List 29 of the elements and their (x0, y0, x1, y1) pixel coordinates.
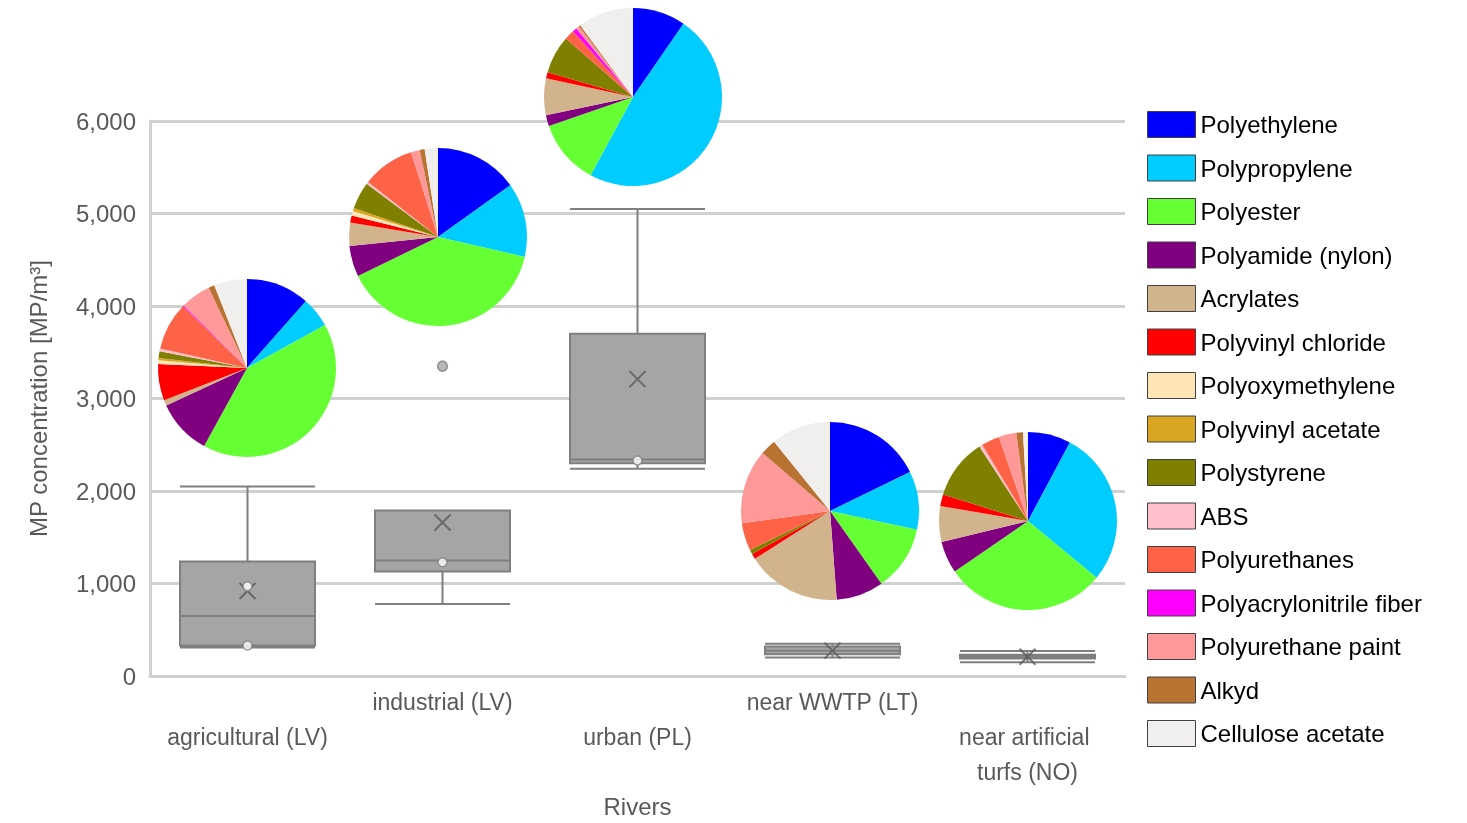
legend-label: Acrylates (1200, 285, 1300, 312)
x-axis-title: Rivers (603, 792, 672, 820)
legend-label: Polyurethane paint (1200, 633, 1401, 660)
x-tick-label: near artificial turfs (NO) (959, 723, 1096, 785)
legend-label: Polyoxymethylene (1200, 372, 1396, 399)
legend-label: Polyethylene (1200, 111, 1338, 138)
y-tick-label: 3,000 (75, 385, 136, 413)
legend-label: Polyvinyl acetate (1200, 415, 1381, 443)
x-tick-label: industrial (LV) (372, 688, 513, 715)
legend-label: Cellulose acetate (1200, 720, 1385, 747)
legend-label: Polyurethanes (1200, 546, 1354, 573)
x-tick-label: near WWTP (LT) (746, 688, 919, 715)
legend-label: Polystyrene (1200, 459, 1326, 486)
x-tick-label: agricultural (LV) (167, 723, 328, 750)
legend-label: Polypropylene (1200, 154, 1353, 182)
x-tick-label: urban (PL) (583, 723, 692, 750)
legend-label: Polyester (1200, 198, 1301, 225)
legend-label: Alkyd (1200, 676, 1260, 704)
y-tick-label: 2,000 (75, 477, 136, 505)
legend-label: Polyamide (nylon) (1200, 241, 1393, 269)
y-tick-label: 4,000 (75, 292, 136, 320)
y-tick-label: 0 (122, 662, 136, 690)
y-tick-label: 6,000 (75, 107, 136, 135)
legend-label: Polyvinyl chloride (1200, 328, 1386, 356)
y-tick-label: 1,000 (75, 570, 136, 598)
legend-label: ABS (1200, 502, 1249, 530)
y-axis-title: MP concentration [MP/m³] (24, 260, 52, 538)
y-tick-label: 5,000 (75, 200, 136, 228)
legend-label: Polyacrylonitrile fiber (1200, 589, 1422, 617)
